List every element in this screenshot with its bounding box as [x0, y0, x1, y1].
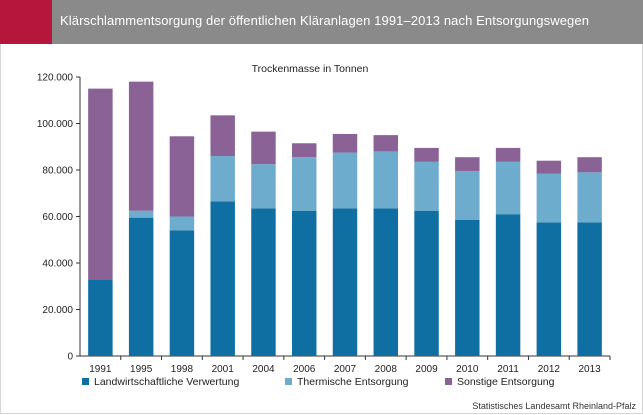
bar-segment	[210, 115, 235, 157]
bar-segment	[169, 216, 195, 231]
bar-segment	[495, 147, 521, 162]
y-tick-label: 20.000	[42, 305, 73, 316]
bar-segment	[210, 201, 235, 356]
x-tick-label: 2013	[578, 364, 601, 375]
bar-segment	[495, 214, 521, 356]
bar-segment	[414, 147, 439, 162]
y-tick-label: 0	[67, 352, 73, 363]
y-tick-label: 120.000	[37, 73, 74, 84]
bar-segment	[373, 208, 398, 356]
bar-segment	[455, 219, 480, 356]
bar-segment	[373, 151, 398, 209]
chart-title: Klärschlammentsorgung der öffentlichen K…	[60, 13, 590, 28]
legend-swatch	[82, 378, 89, 385]
bar-segment	[169, 230, 195, 356]
x-tick-label: 1991	[89, 364, 112, 375]
bar-segment	[373, 135, 398, 152]
bar-segment	[251, 131, 276, 165]
chart-subtitle: Trockenmasse in Tonnen	[252, 63, 369, 75]
bar-segment	[332, 133, 358, 153]
bar-segment	[169, 136, 195, 217]
stacked-bar-chart: Trockenmasse in Tonnen 0 20.000 40.000 60.00…	[37, 63, 611, 388]
bar-segment	[292, 143, 317, 158]
bar-segment	[210, 156, 235, 202]
legend-swatch	[445, 378, 452, 385]
bar-segment	[577, 172, 602, 223]
legend-label: Sonstige Entsorgung	[457, 376, 555, 388]
bar-segment	[128, 81, 154, 211]
chart-header: Klärschlammentsorgung der öffentlichen K…	[0, 0, 643, 44]
bar-segment	[455, 157, 480, 172]
bar-segment	[332, 208, 358, 356]
y-tick-label: 60.000	[42, 212, 73, 223]
bar-segment	[292, 210, 317, 356]
x-tick-label: 2009	[415, 364, 438, 375]
x-tick-label: 2010	[456, 364, 479, 375]
bar-segment	[128, 217, 154, 356]
x-tick-label: 2004	[252, 364, 275, 375]
y-tick-label: 80.000	[42, 166, 73, 177]
bar-segment	[332, 152, 358, 209]
bar-segment	[88, 279, 113, 356]
bar-segment	[536, 222, 562, 356]
bar-segment	[536, 160, 562, 174]
y-tick-label: 40.000	[42, 259, 73, 270]
x-tick-label: 1995	[130, 364, 153, 375]
header-accent-block	[0, 0, 52, 44]
y-tick-label: 100.000	[37, 119, 74, 130]
bar-segment	[88, 88, 113, 280]
source-note: Statistisches Landesamt Rheinland-Pfalz	[472, 401, 636, 411]
x-tick-label: 2001	[212, 364, 235, 375]
x-tick-label: 2008	[375, 364, 398, 375]
x-tick-label: 2006	[293, 364, 316, 375]
bar-segment	[251, 164, 276, 209]
bar-segment	[414, 210, 439, 356]
x-tick-label: 2011	[497, 364, 519, 375]
bar-segment	[414, 161, 439, 211]
x-tick-label: 2007	[334, 364, 357, 375]
legend-label: Thermische Entsorgung	[297, 376, 409, 388]
bar-segment	[577, 157, 602, 173]
bar-segment	[251, 208, 276, 356]
x-tick-label: 2012	[538, 364, 561, 375]
legend-label: Landwirtschaftliche Verwertung	[94, 376, 239, 388]
bar-segment	[292, 157, 317, 211]
bar-segment	[536, 173, 562, 223]
bar-segment	[128, 210, 154, 218]
bar-segment	[577, 222, 602, 356]
legend-swatch	[285, 378, 292, 385]
x-tick-label: 1998	[171, 364, 194, 375]
bar-segment	[455, 171, 480, 220]
bar-segment	[495, 161, 521, 215]
